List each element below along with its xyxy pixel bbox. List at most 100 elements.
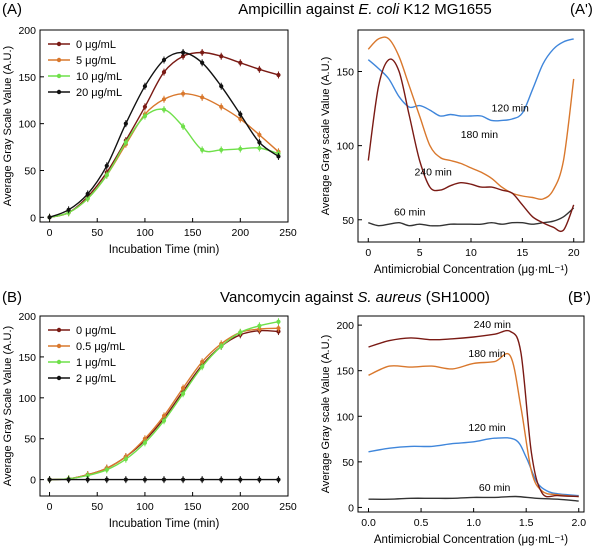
data-point [219, 104, 224, 109]
data-point [142, 114, 148, 119]
y-tick-label: 50 [342, 215, 354, 227]
data-point [180, 124, 186, 129]
curve-annotation: 240 min [474, 319, 512, 331]
data-point [123, 477, 128, 482]
data-point [180, 50, 186, 55]
data-point [257, 323, 262, 328]
x-tick-label: 20 [568, 247, 580, 259]
data-point [47, 477, 52, 482]
series-line [367, 38, 574, 122]
curve-annotation: 60 min [394, 206, 426, 218]
x-tick-label: 150 [184, 227, 202, 239]
y-tick-label: 150 [336, 366, 354, 378]
legend-label: 0 μg/mL [76, 325, 116, 337]
data-point [238, 330, 243, 335]
y-tick-label: 150 [336, 67, 354, 79]
y-tick-label: 50 [24, 165, 36, 177]
data-point [85, 473, 90, 478]
data-point [257, 140, 262, 145]
data-point [142, 84, 148, 89]
legend-marker [56, 73, 62, 79]
y-tick-label: 50 [24, 434, 36, 446]
series-line [368, 207, 575, 227]
data-point [85, 191, 90, 197]
data-point [142, 436, 148, 441]
series-line [367, 36, 575, 201]
data-point [85, 196, 90, 201]
panel-label-a-prime: (A') [570, 1, 593, 18]
data-point [238, 146, 243, 152]
data-point [276, 319, 281, 324]
y-tick-label: 150 [18, 352, 36, 364]
data-point [161, 97, 167, 102]
data-point [161, 70, 167, 75]
panel-label-b-prime: (B') [568, 289, 591, 306]
chart-panel-a-prime: 0 5 10 15 20 50 100 150 Antimicrobial Concentrat… [320, 29, 585, 276]
data-point [276, 72, 281, 78]
x-tick-label: 200 [232, 501, 250, 513]
y-tick-label: 200 [336, 320, 354, 332]
data-point [123, 140, 128, 145]
data-point [47, 215, 52, 220]
series-line [368, 437, 579, 497]
y-tick-label: 100 [336, 411, 354, 423]
y-axis-label: Average Gray Scale Value (A.U.) [2, 326, 14, 486]
legend-label: 20 μg/mL [76, 87, 122, 99]
panel-label-a: (A) [2, 1, 22, 18]
data-point [219, 54, 224, 59]
x-tick-label: 0 [47, 501, 53, 513]
chart-panel-b-prime: 0.0 0.5 1.0 1.5 2.0 0 50 100 150 200 Antimicrobial… [320, 315, 586, 546]
x-tick-label: 1.5 [519, 517, 534, 529]
chart-panel-b: 0 50 100 150 200 250 0 50 100 150 200 Incubation Ti… [2, 311, 297, 530]
data-point [276, 477, 281, 482]
x-tick-label: 5 [417, 247, 423, 259]
curve-annotation: 180 min [468, 348, 506, 360]
data-point [219, 84, 224, 89]
x-tick-label: 1.0 [466, 517, 481, 529]
curve-annotation: 120 min [492, 103, 530, 115]
x-axis-label: Antimicrobial Concentration (μg·mL⁻¹) [374, 264, 568, 276]
legend-marker [56, 327, 62, 333]
series-line [368, 352, 579, 498]
data-point [161, 107, 167, 112]
legend-label: 1 μg/mL [76, 357, 116, 369]
data-point [200, 147, 205, 152]
x-tick-label: 150 [184, 501, 202, 513]
x-tick-label: 250 [279, 227, 297, 239]
legend-label: 0 μg/mL [76, 39, 116, 51]
x-tick-label: 200 [232, 227, 250, 239]
curve-annotation: 180 min [461, 129, 499, 141]
data-point [219, 477, 224, 482]
legend-marker [56, 89, 62, 95]
x-tick-label: 0.0 [361, 517, 376, 529]
data-point [200, 364, 205, 369]
x-axis-label: Antimicrobial Concentration (μg·mL⁻¹) [374, 534, 568, 546]
plot-frame [39, 29, 289, 223]
y-axis-label: Average Gray scale Value (A.U.) [320, 57, 332, 216]
y-tick-label: 200 [18, 25, 36, 37]
series-line [367, 58, 575, 233]
series-line [368, 495, 579, 502]
y-axis-label: Average Gray scale Value (A.U.) [320, 335, 332, 494]
x-tick-label: 50 [91, 227, 103, 239]
legend-marker [56, 359, 62, 365]
x-tick-label: 15 [517, 247, 529, 259]
legend-marker [56, 57, 62, 63]
data-point [66, 207, 71, 212]
data-point [219, 147, 224, 152]
y-tick-label: 150 [18, 72, 36, 84]
data-point [123, 457, 128, 462]
x-tick-label: 0 [47, 227, 53, 239]
data-point [219, 344, 224, 349]
data-point [142, 104, 148, 109]
x-axis-label: Incubation Time (min) [109, 518, 220, 530]
data-point [142, 440, 148, 445]
data-point [85, 477, 90, 482]
y-tick-label: 100 [336, 141, 354, 153]
y-tick-label: 50 [342, 457, 354, 469]
legend-label: 2 μg/mL [76, 373, 116, 385]
data-point [104, 467, 109, 472]
plot-frame [357, 315, 585, 513]
panel-label-b: (B) [2, 289, 22, 306]
